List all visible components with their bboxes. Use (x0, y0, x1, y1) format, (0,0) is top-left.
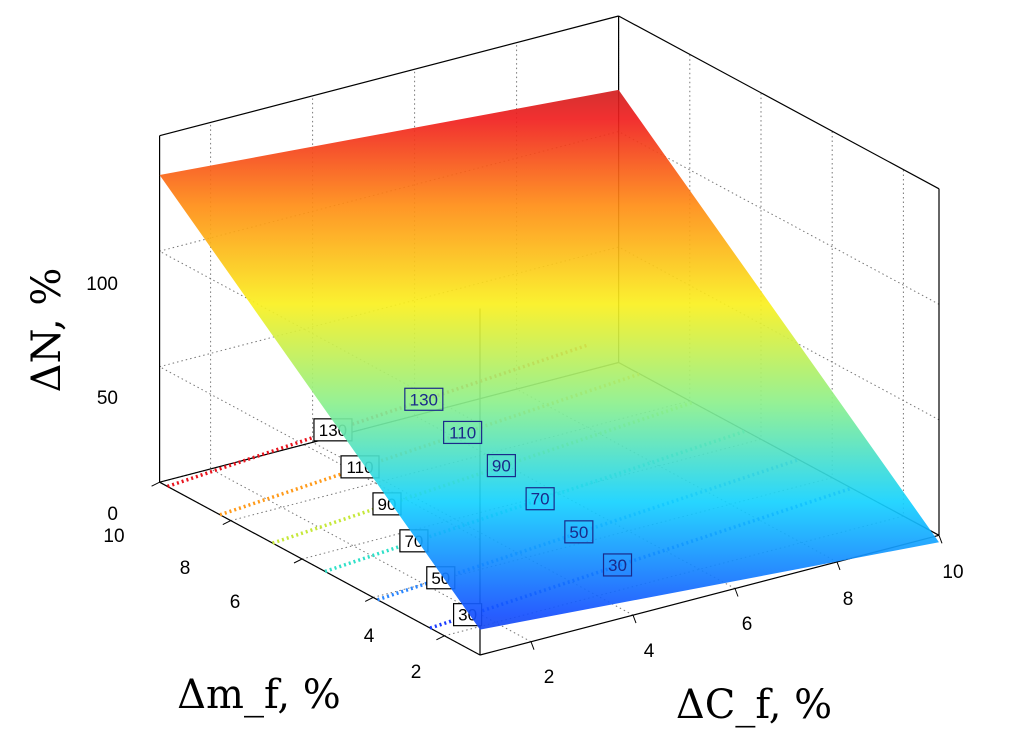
y-tick-label: 6 (230, 592, 241, 613)
contour-label-box (486, 453, 516, 478)
contour-label: 90 (492, 457, 511, 476)
contour-label-surface: 30 (602, 553, 633, 577)
x-axis-label: ΔC_f, % (676, 682, 832, 728)
contour-label-surface: 50 (564, 520, 594, 544)
axis-edge (159, 481, 481, 656)
x-tick-label: 4 (644, 641, 655, 662)
y-tick-label: 4 (364, 626, 375, 647)
z-tick-label: 50 (97, 388, 118, 409)
x-tick-label: 2 (544, 667, 555, 688)
x-tick-mark (734, 588, 739, 597)
y-tick-mark (222, 520, 232, 526)
contour-label: 50 (569, 523, 588, 542)
y-tick-mark (151, 481, 160, 487)
y-tick-mark (436, 635, 445, 641)
y-tick-label: 10 (103, 526, 124, 547)
contour-label-box (443, 420, 483, 445)
axis-edge (618, 15, 940, 190)
z-tick-label: 0 (107, 504, 118, 525)
contour-label-box (564, 520, 594, 544)
x-tick-label: 10 (942, 562, 963, 583)
y-axis-label: Δm_f, % (177, 672, 341, 718)
surface-contour-labels: 30 50 70 90 110 130 (404, 387, 633, 577)
x-tick-label: 8 (843, 589, 854, 610)
contour-label: 110 (449, 423, 476, 442)
contour-label-surface: 110 (443, 420, 483, 445)
contour-label-surface: 130 (404, 387, 444, 411)
axis-labels: ΔN, % Δm_f, % ΔC_f, % (24, 268, 832, 728)
contour-label: 70 (531, 490, 550, 509)
x-tick-label: 6 (742, 614, 753, 635)
contour-label-surface: 70 (525, 487, 555, 511)
contour-label-box (602, 553, 633, 577)
x-tick-mark (632, 614, 637, 624)
axis-edge (159, 15, 619, 137)
contour-label-box (404, 387, 444, 411)
contour-label-surface: 90 (486, 453, 516, 478)
contour-label: 30 (608, 556, 627, 575)
x-tick-mark (938, 535, 943, 544)
y-tick-mark (293, 558, 303, 564)
contour-label-box (525, 487, 555, 511)
y-tick-mark (364, 596, 374, 602)
surface (159, 89, 940, 630)
x-tick-mark (836, 561, 841, 571)
surface-plane (159, 89, 940, 630)
z-tick-label: 100 (86, 274, 118, 295)
tick-labels: 2 4 6 8 10 2 4 6 8 10 0 50 100 (86, 274, 963, 688)
x-tick-mark (530, 641, 535, 650)
y-tick-label: 8 (180, 558, 191, 579)
y-tick-label: 2 (411, 662, 422, 683)
contour-label: 130 (410, 390, 438, 409)
z-axis-label: ΔN, % (24, 268, 70, 393)
